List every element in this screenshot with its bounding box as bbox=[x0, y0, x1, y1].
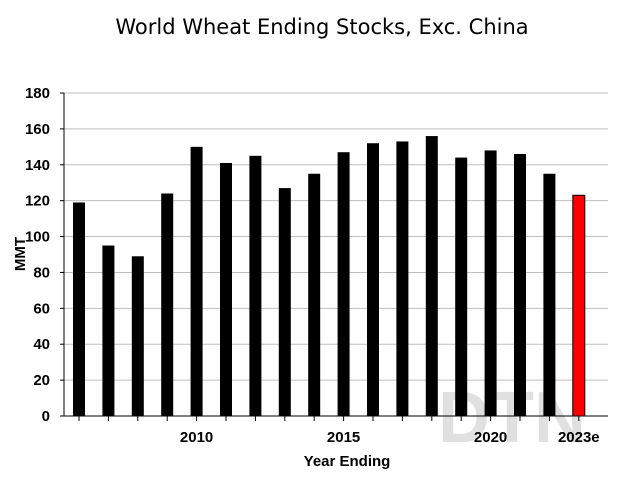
x-tick-label-2010: 2010 bbox=[180, 429, 213, 446]
axes bbox=[60, 92, 608, 417]
bar-2006 bbox=[73, 202, 85, 416]
bar-2007 bbox=[102, 245, 115, 416]
bars bbox=[73, 136, 586, 417]
y-tick-label: 40 bbox=[33, 336, 50, 353]
y-tick-label: 160 bbox=[25, 121, 50, 138]
x-tick-label-2020: 2020 bbox=[474, 429, 507, 446]
y-tick-label: 180 bbox=[25, 85, 50, 102]
bar-2013 bbox=[278, 188, 291, 416]
y-tick-label: 120 bbox=[25, 193, 50, 210]
bar-2016 bbox=[367, 143, 379, 416]
y-tick-label: 20 bbox=[33, 372, 50, 389]
y-tick-label: 60 bbox=[33, 300, 50, 317]
bar-2008 bbox=[131, 256, 144, 416]
y-axis-label: MMT bbox=[12, 237, 29, 271]
y-tick-labels: 0 20 40 60 80 100 120 140 160 180 bbox=[25, 85, 50, 425]
bar-2009 bbox=[161, 193, 174, 416]
bar-2021 bbox=[514, 154, 526, 416]
bar-2020 bbox=[484, 150, 497, 416]
y-tick-label: 140 bbox=[25, 157, 50, 174]
y-tick-label: 0 bbox=[42, 408, 50, 425]
y-tick-label: 80 bbox=[33, 264, 50, 281]
x-tick-label-2023e: 2023e bbox=[558, 429, 600, 446]
bar-2015 bbox=[337, 152, 350, 416]
x-axis-label: Year Ending bbox=[304, 453, 391, 470]
bar-2023e bbox=[572, 194, 586, 417]
bar-2019 bbox=[455, 157, 468, 416]
bar-2012 bbox=[249, 155, 262, 417]
bar-2011 bbox=[220, 162, 232, 416]
bar-2022 bbox=[543, 173, 556, 416]
bar-2017 bbox=[396, 141, 409, 416]
bar-2010 bbox=[190, 146, 203, 417]
chart-title: World Wheat Ending Stocks, Exc. China bbox=[115, 15, 528, 39]
x-tick-label-2015: 2015 bbox=[327, 429, 360, 446]
x-tick-labels: 2010 2015 2020 2023e bbox=[78, 416, 600, 446]
bar-2018 bbox=[425, 136, 438, 417]
gridlines bbox=[64, 92, 608, 417]
bar-2014 bbox=[308, 173, 321, 416]
y-tick-label: 100 bbox=[25, 229, 50, 246]
